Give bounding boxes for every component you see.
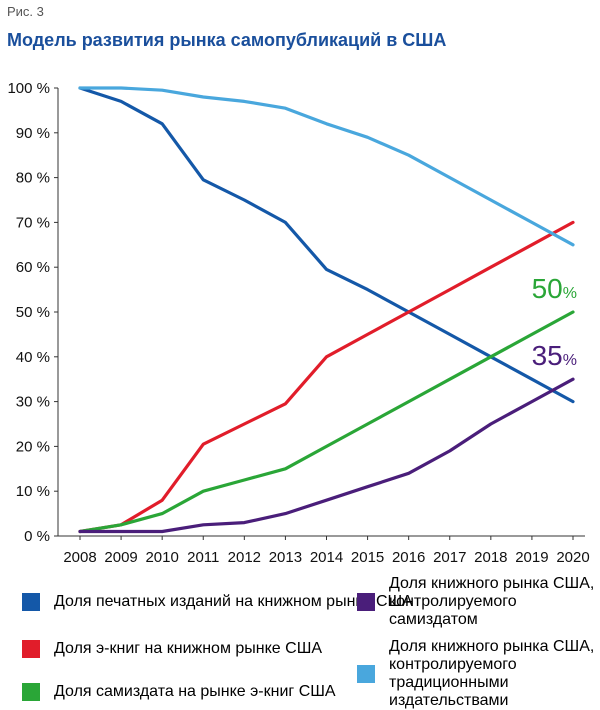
legend-item: Доля книжного рынка США, контролируемого … <box>357 638 600 710</box>
series-line-1 <box>78 86 575 404</box>
legend-swatch <box>22 593 40 611</box>
legend-label-line: Доля книжного рынка США, <box>389 575 595 592</box>
series-line-4 <box>78 377 575 534</box>
legend-item: Доля э-книг на книжном рынке США <box>22 640 322 658</box>
legend-label-line: Доля книжного рынка США, <box>389 638 595 655</box>
legend-label-line: Доля печатных изданий на книжном рынке С… <box>54 593 413 610</box>
x-tick-label: 2016 <box>392 549 425 566</box>
y-tick-label: 10 % <box>16 483 50 500</box>
legend-swatch <box>22 683 40 701</box>
legend-item: Доля печатных изданий на книжном рынке С… <box>22 593 413 611</box>
y-tick-label: 100 % <box>7 80 50 97</box>
y-tick-label: 30 % <box>16 394 50 411</box>
y-tick-label: 50 % <box>16 304 50 321</box>
chart-axes: 0 % 10 % 20 % 30 % 40 % 50 % 60 % 70 % 80 % 90 % 1… <box>7 80 589 566</box>
end-value-annotation: 50% <box>532 273 577 304</box>
chart-annotations: 50% 35% <box>532 273 577 371</box>
y-tick-label: 80 % <box>16 170 50 187</box>
legend-label-line: Доля э-книг на книжном рынке США <box>54 640 323 657</box>
legend-label-line: контролируемого традиционными <box>389 656 517 691</box>
legend-swatch <box>22 640 40 658</box>
y-tick-label: 0 % <box>24 528 50 545</box>
end-value-annotation: 35% <box>532 340 577 371</box>
legend-label-line: Доля самиздата на рынке э-книг США <box>54 683 336 700</box>
x-tick-label: 2015 <box>351 549 384 566</box>
x-tick-label: 2012 <box>228 549 261 566</box>
y-tick-label: 90 % <box>16 125 50 142</box>
legend-label-line: контролируемого <box>389 593 517 610</box>
x-tick-label: 2009 <box>104 549 137 566</box>
x-tick-label: 2011 <box>187 549 219 566</box>
series-line-3 <box>78 310 575 534</box>
x-tick-label: 2010 <box>145 549 178 566</box>
legend-label: Доля самиздата на рынке э-книг США <box>54 683 336 701</box>
legend-label: Доля э-книг на книжном рынке США <box>54 640 322 658</box>
x-tick-label: 2013 <box>269 549 302 566</box>
y-tick-label: 70 % <box>16 214 50 231</box>
series-line-5 <box>78 86 575 247</box>
y-tick-label: 40 % <box>16 349 50 366</box>
legend-item: Доля самиздата на рынке э-книг США <box>22 683 336 701</box>
legend-label-line: самиздатом <box>389 611 478 628</box>
x-tick-label: 2020 <box>556 549 589 566</box>
chart-series-layer <box>78 86 575 534</box>
legend-item: Доля книжного рынка США, контролируемого с… <box>357 575 594 629</box>
legend-label: Доля книжного рынка США, контролируемого с… <box>389 575 594 629</box>
legend-label: Доля печатных изданий на книжном рынке С… <box>54 593 413 611</box>
legend-swatch <box>357 593 375 611</box>
x-tick-label: 2017 <box>433 549 466 566</box>
x-tick-label: 2014 <box>310 549 343 566</box>
y-tick-label: 60 % <box>16 259 50 276</box>
x-tick-label: 2019 <box>515 549 548 566</box>
x-tick-label: 2008 <box>63 549 96 566</box>
legend-label: Доля книжного рынка США, контролируемого … <box>389 638 600 710</box>
series-line-2 <box>78 220 575 534</box>
chart-title: Модель развития рынка самопубликаций в С… <box>7 30 447 50</box>
legend-label-line: издательствами <box>389 692 509 709</box>
x-tick-label: 2018 <box>474 549 507 566</box>
figure-label: Рис. 3 <box>7 4 44 19</box>
y-tick-label: 20 % <box>16 438 50 455</box>
legend-swatch <box>357 665 375 683</box>
